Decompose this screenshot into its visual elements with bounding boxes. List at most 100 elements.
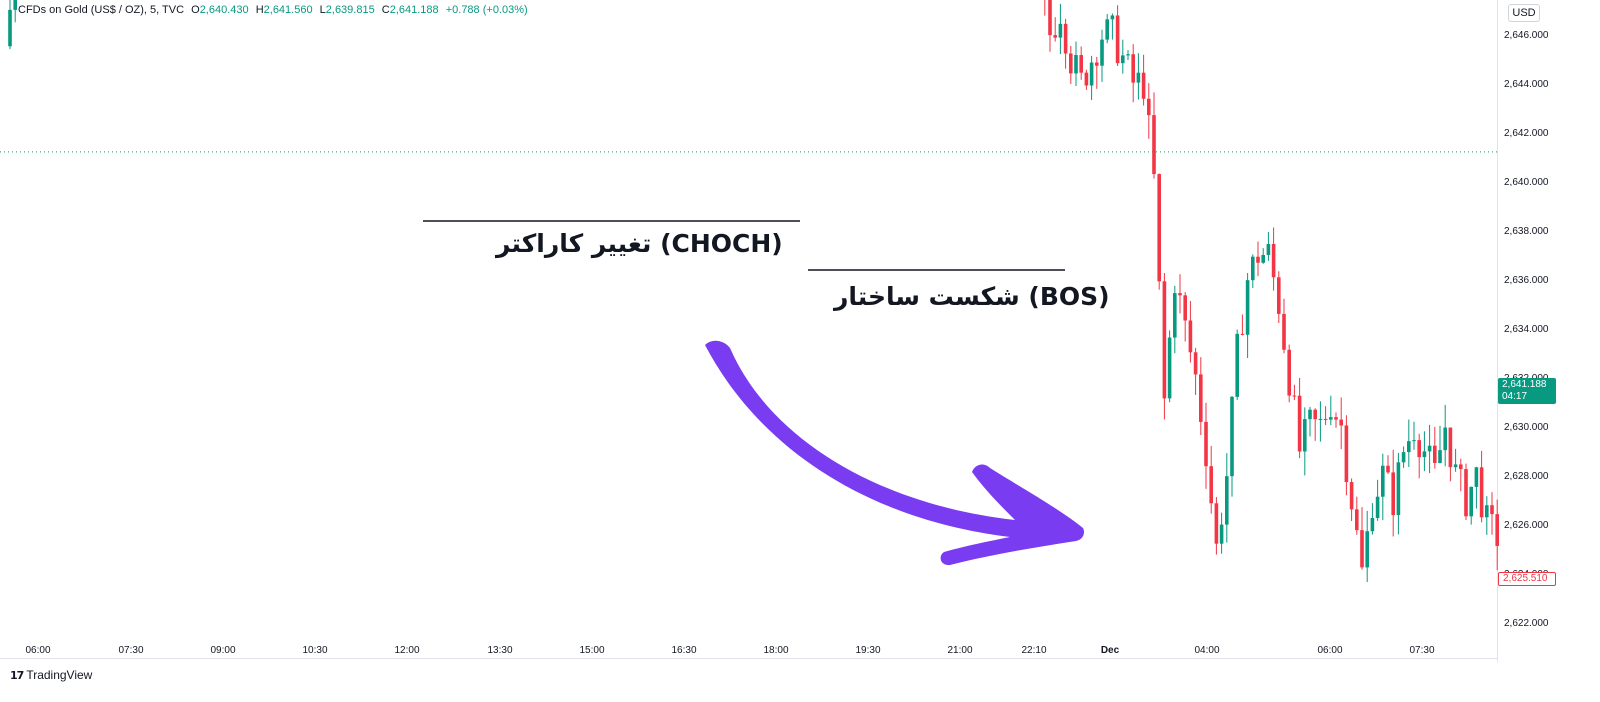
- currency-button[interactable]: USD: [1508, 4, 1540, 22]
- end-price-badge: 2,625.510: [1498, 572, 1556, 586]
- candle-body: [1053, 35, 1057, 38]
- candle-body: [1074, 55, 1078, 74]
- bos-annotation: شکست ساختار (BOS): [834, 282, 1110, 311]
- candle-body: [1048, 0, 1052, 36]
- candle-body: [1167, 337, 1172, 399]
- open-label: O: [191, 4, 200, 16]
- candle-body: [1214, 503, 1219, 544]
- low-value: 2,639.815: [325, 4, 375, 16]
- last-price-badge: 2,641.188 04:17: [1498, 378, 1556, 404]
- candle-body: [1396, 462, 1401, 516]
- candle-body: [1313, 409, 1317, 420]
- candle-body: [1141, 72, 1146, 99]
- candle-body: [1121, 55, 1125, 64]
- candle-body: [1084, 72, 1089, 86]
- candle-body: [1339, 419, 1343, 426]
- candle-body: [1422, 451, 1427, 458]
- candle-body: [1407, 441, 1411, 453]
- candle-body: [1069, 53, 1073, 74]
- candle-body: [1095, 62, 1099, 66]
- candle-body: [1115, 15, 1120, 64]
- tradingview-logo[interactable]: 17 TradingView: [10, 668, 92, 682]
- price-axis[interactable]: 2,622.0002,624.0002,626.0002,628.0002,63…: [1504, 0, 1549, 629]
- y-tick-label: 2,626.000: [1504, 520, 1549, 531]
- candle-body: [1297, 395, 1302, 452]
- candle-body: [1282, 313, 1286, 350]
- candle-body: [1204, 421, 1208, 467]
- candle-body: [1277, 277, 1281, 314]
- y-tick-label: 2,638.000: [1504, 226, 1549, 237]
- x-tick-label: 18:00: [763, 645, 788, 656]
- x-tick-label: 09:00: [210, 645, 235, 656]
- candle-body: [1485, 505, 1489, 518]
- candle-body: [1271, 244, 1276, 278]
- candle-body: [1355, 509, 1359, 531]
- x-tick-label: 06:00: [25, 645, 50, 656]
- candle-body: [1245, 280, 1250, 335]
- close-label: C: [381, 4, 390, 16]
- candle-body: [1438, 450, 1442, 463]
- y-tick-label: 2,642.000: [1504, 128, 1549, 139]
- candle-body: [13, 0, 17, 10]
- candle-body: [1360, 530, 1364, 568]
- candle-body: [1391, 472, 1395, 516]
- candle-body: [1329, 417, 1333, 420]
- candle-body: [1453, 464, 1458, 468]
- candle-body: [1303, 419, 1307, 452]
- candle-body: [1261, 254, 1265, 263]
- candle-body: [1474, 467, 1479, 487]
- open-value: 2,640.430: [199, 4, 249, 16]
- candle-body: [1193, 352, 1198, 375]
- x-tick-label: 21:00: [947, 645, 972, 656]
- candle-body: [1256, 256, 1260, 263]
- low-label: L: [319, 4, 326, 16]
- x-tick-label: 10:30: [302, 645, 327, 656]
- candle-body: [1183, 295, 1187, 321]
- candle-body: [1381, 465, 1385, 497]
- candle-body: [8, 9, 12, 47]
- high-label: H: [255, 4, 264, 16]
- candle-body: [1173, 293, 1177, 338]
- candle-body: [1131, 54, 1135, 83]
- candle-body: [1126, 54, 1130, 56]
- candle-body: [1266, 244, 1271, 255]
- candle-body: [1225, 476, 1229, 525]
- candle-body: [1490, 505, 1494, 515]
- candle-body: [1251, 256, 1255, 281]
- symbol-legend[interactable]: CFDs on Gold (US$ / OZ), 5, TVC O2,640.4…: [18, 4, 528, 16]
- y-tick-label: 2,634.000: [1504, 324, 1549, 335]
- candle-body: [1178, 293, 1182, 296]
- candle-body: [1459, 464, 1463, 470]
- candle-body: [1287, 349, 1291, 396]
- candle-body: [1199, 374, 1203, 422]
- candle-body: [1079, 55, 1083, 73]
- candle-body: [1323, 418, 1328, 420]
- candle-body: [1230, 396, 1234, 477]
- candle-body: [1448, 427, 1453, 468]
- candle-body: [1318, 418, 1323, 420]
- candle-body: [1443, 427, 1447, 451]
- y-tick-label: 2,636.000: [1504, 275, 1549, 286]
- candle-body: [1152, 115, 1156, 175]
- candle-body: [1157, 174, 1161, 282]
- candle-body: [1349, 482, 1354, 510]
- y-tick-label: 2,628.000: [1504, 471, 1549, 482]
- candle-body: [1386, 465, 1390, 473]
- y-tick-label: 2,644.000: [1504, 79, 1549, 90]
- x-tick-label: 06:00: [1317, 645, 1342, 656]
- candle-body: [1433, 445, 1437, 463]
- choch-annotation: تغییر کاراکتر (CHOCH): [496, 229, 783, 258]
- time-axis[interactable]: 06:00 07:30 09:00 10:30 12:00 13:30 15:00 16:30…: [25, 645, 1434, 656]
- candle-body: [1136, 72, 1141, 83]
- candle-body: [1089, 62, 1094, 86]
- x-tick-label: 19:30: [855, 645, 880, 656]
- tradingview-wordmark: TradingView: [26, 668, 93, 682]
- candle-body: [1344, 425, 1349, 483]
- high-value: 2,641.560: [263, 4, 313, 16]
- candle-body: [1375, 496, 1380, 519]
- candle-body: [1479, 467, 1484, 518]
- candle-body: [1058, 23, 1063, 38]
- candle-body: [1240, 333, 1245, 335]
- y-tick-label: 2,640.000: [1504, 177, 1549, 188]
